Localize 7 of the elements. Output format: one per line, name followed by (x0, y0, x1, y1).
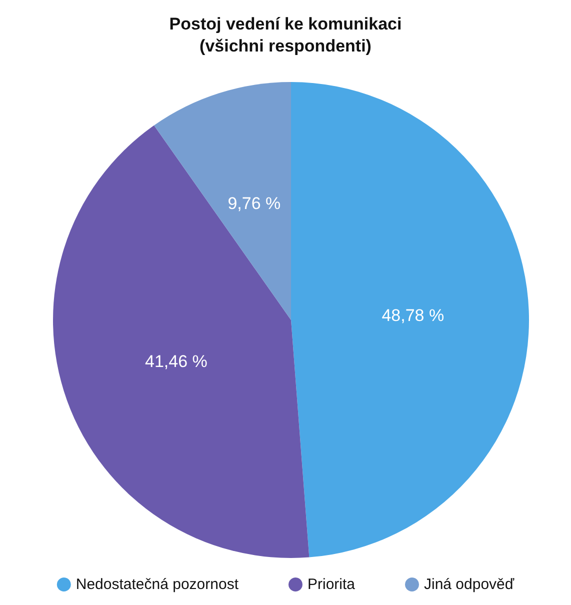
chart-title: Postoj vedení ke komunikaci (všichni respondenti) (169, 14, 402, 56)
data-label: 9,76 % (228, 194, 281, 214)
legend-label: Nedostatečná pozornost (76, 576, 240, 593)
data-label: 41,46 % (144, 352, 208, 371)
data-label: 48,78 % (382, 306, 444, 325)
legend-label: Jiná odpověď (424, 576, 515, 593)
legend-label: Priorita (307, 576, 356, 593)
